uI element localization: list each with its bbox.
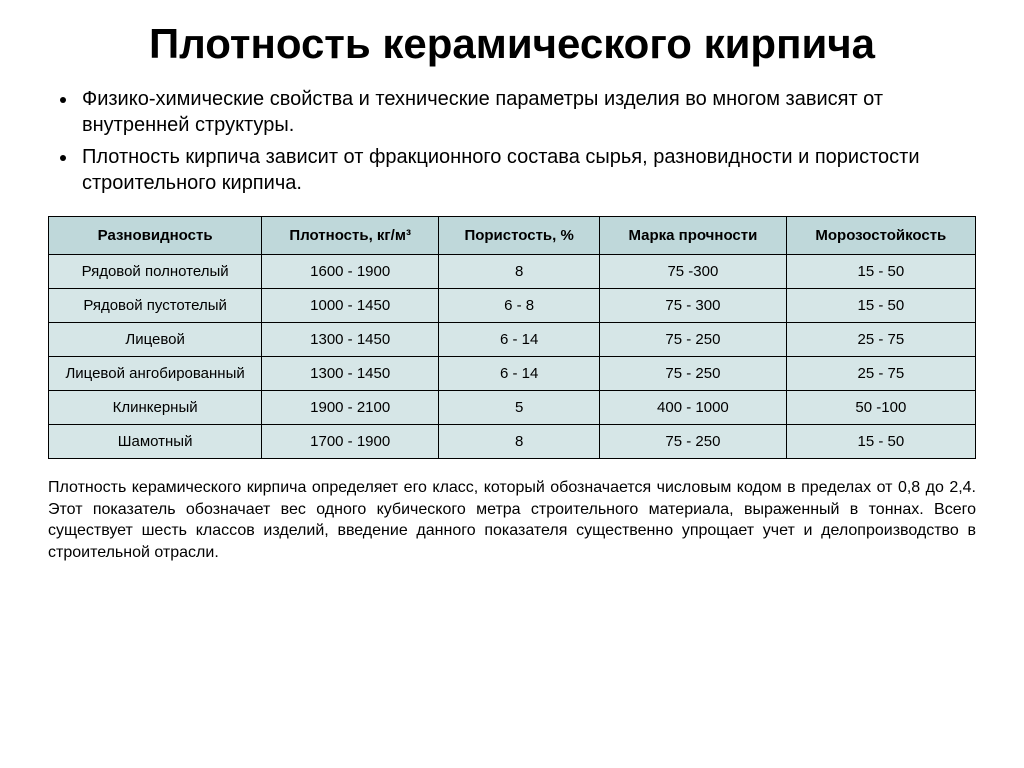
- cell: 75 - 300: [600, 289, 787, 323]
- cell: 15 - 50: [786, 289, 975, 323]
- cell: Лицевой: [49, 323, 262, 357]
- cell: 25 - 75: [786, 357, 975, 391]
- table-header-row: Разновидность Плотность, кг/м³ Пористост…: [49, 217, 976, 255]
- cell: 6 - 14: [439, 357, 600, 391]
- table-body: Рядовой полнотелый 1600 - 1900 8 75 -300…: [49, 255, 976, 459]
- cell: 75 - 250: [600, 357, 787, 391]
- cell: 8: [439, 425, 600, 459]
- cell: 8: [439, 255, 600, 289]
- footer-paragraph: Плотность керамического кирпича определя…: [48, 477, 976, 563]
- density-table: Разновидность Плотность, кг/м³ Пористост…: [48, 216, 976, 459]
- table-row: Лицевой 1300 - 1450 6 - 14 75 - 250 25 -…: [49, 323, 976, 357]
- col-strength: Марка прочности: [600, 217, 787, 255]
- cell: Клинкерный: [49, 391, 262, 425]
- cell: Рядовой полнотелый: [49, 255, 262, 289]
- intro-bullets: Физико-химические свойства и технические…: [78, 86, 976, 196]
- cell: 6 - 8: [439, 289, 600, 323]
- bullet-item: Физико-химические свойства и технические…: [78, 86, 976, 138]
- col-porosity: Пористость, %: [439, 217, 600, 255]
- col-variety: Разновидность: [49, 217, 262, 255]
- cell: Лицевой ангобированный: [49, 357, 262, 391]
- bullet-item: Плотность кирпича зависит от фракционног…: [78, 144, 976, 196]
- cell: 50 -100: [786, 391, 975, 425]
- cell: 1000 - 1450: [262, 289, 439, 323]
- col-density: Плотность, кг/м³: [262, 217, 439, 255]
- cell: 15 - 50: [786, 255, 975, 289]
- page-title: Плотность керамического кирпича: [48, 20, 976, 68]
- table-row: Лицевой ангобированный 1300 - 1450 6 - 1…: [49, 357, 976, 391]
- cell: 1700 - 1900: [262, 425, 439, 459]
- cell: 5: [439, 391, 600, 425]
- cell: 1900 - 2100: [262, 391, 439, 425]
- cell: 75 - 250: [600, 425, 787, 459]
- cell: 75 -300: [600, 255, 787, 289]
- cell: 25 - 75: [786, 323, 975, 357]
- col-frost: Морозостойкость: [786, 217, 975, 255]
- table-row: Рядовой полнотелый 1600 - 1900 8 75 -300…: [49, 255, 976, 289]
- table-row: Рядовой пустотелый 1000 - 1450 6 - 8 75 …: [49, 289, 976, 323]
- cell: 1300 - 1450: [262, 357, 439, 391]
- cell: Рядовой пустотелый: [49, 289, 262, 323]
- cell: 1600 - 1900: [262, 255, 439, 289]
- cell: Шамотный: [49, 425, 262, 459]
- cell: 1300 - 1450: [262, 323, 439, 357]
- cell: 400 - 1000: [600, 391, 787, 425]
- table-row: Клинкерный 1900 - 2100 5 400 - 1000 50 -…: [49, 391, 976, 425]
- cell: 6 - 14: [439, 323, 600, 357]
- table-row: Шамотный 1700 - 1900 8 75 - 250 15 - 50: [49, 425, 976, 459]
- cell: 75 - 250: [600, 323, 787, 357]
- cell: 15 - 50: [786, 425, 975, 459]
